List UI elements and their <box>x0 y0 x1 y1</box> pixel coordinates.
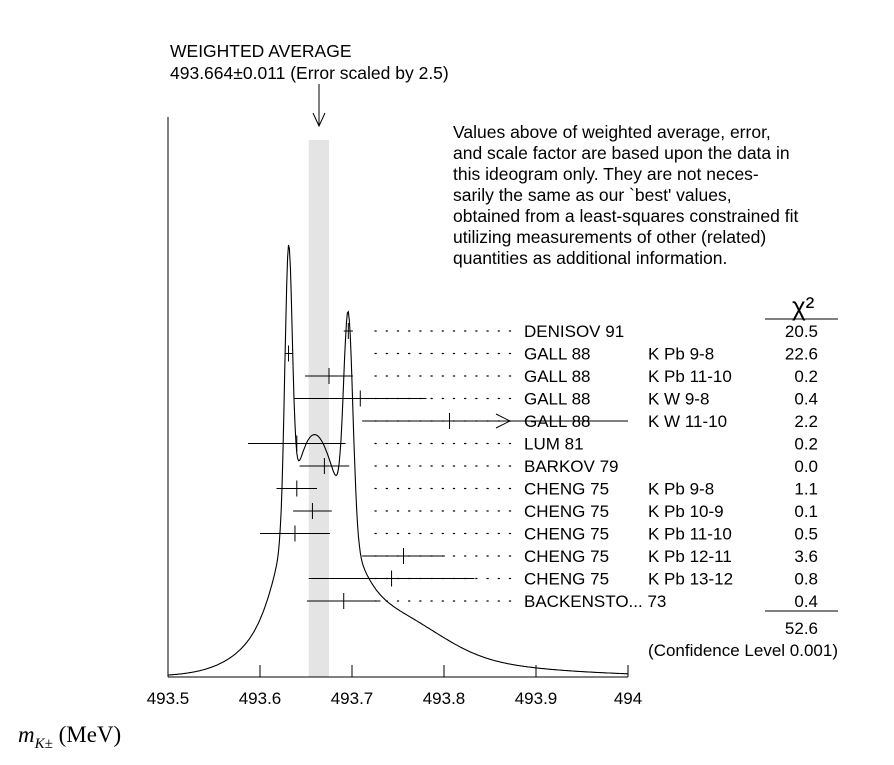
note-line: sarily the same as our `best' values, <box>453 185 732 205</box>
measurement-row: GALL 88 K Pb 11-10 0.2 <box>305 367 818 386</box>
measurement-label: CHENG 75 <box>524 480 609 499</box>
note-line: quantities as additional information. <box>453 248 728 268</box>
ideogram-curve <box>168 244 628 676</box>
x-tick-label: 494 <box>614 689 642 708</box>
measurement-chi2: 0.8 <box>794 570 818 589</box>
measurement-chi2: 3.6 <box>794 547 818 566</box>
measurement-comment: K Pb 9-8 <box>648 480 714 499</box>
measurement-chi2: 0.5 <box>794 525 818 544</box>
measurement-chi2: 0.0 <box>794 457 818 476</box>
x-axis-label: mK± (MeV) <box>18 722 122 752</box>
weighted-average-band <box>308 140 329 677</box>
weighted-average-block: WEIGHTED AVERAGE 493.664±0.011 (Error sc… <box>170 40 449 84</box>
measurement-chi2: 1.1 <box>794 480 818 499</box>
measurement-label: DENISOV 91 <box>524 322 624 341</box>
measurement-chi2: 20.5 <box>785 322 818 341</box>
x-tick-label: 493.5 <box>147 689 190 708</box>
measurement-label: GALL 88 <box>524 412 590 431</box>
measurement-row: BARKOV 79 0.0 <box>299 457 818 476</box>
note-line: obtained from a least-squares constraine… <box>453 206 799 226</box>
note-line: and scale factor are based upon the data… <box>453 143 790 163</box>
weighted-average-value: 493.664±0.011 (Error scaled by 2.5) <box>170 63 449 83</box>
measurement-row: DENISOV 91 20.5 <box>343 322 818 341</box>
measurement-label: BACKENSTO... 73 <box>524 592 666 611</box>
overflow-arrow-icon <box>495 413 512 429</box>
x-tick-label: 493.7 <box>331 689 374 708</box>
measurement-row: GALL 88 K W 9-8 0.4 <box>294 390 818 409</box>
x-tick-label: 493.9 <box>515 689 558 708</box>
measurement-chi2: 0.4 <box>794 390 818 409</box>
measurement-row: CHENG 75 K Pb 10-9 0.1 <box>293 502 818 521</box>
measurement-chi2: 0.4 <box>794 592 818 611</box>
measurement-row: GALL 88 K Pb 9-8 22.6 <box>284 345 818 364</box>
measurement-comment: K Pb 11-10 <box>648 367 732 386</box>
measurement-row: CHENG 75 K Pb 13-12 0.8 <box>308 570 818 589</box>
x-axis-symbol: m <box>18 722 35 747</box>
measurement-chi2: 0.2 <box>794 367 818 386</box>
measurement-comment: K Pb 13-12 <box>648 570 733 589</box>
measurement-row: CHENG 75 K Pb 11-10 0.5 <box>260 525 818 544</box>
weighted-average-pointer-head <box>312 112 326 128</box>
measurement-label: CHENG 75 <box>524 570 609 589</box>
x-axis-subscript: K± <box>34 736 53 752</box>
measurement-chi2: 0.2 <box>794 435 818 454</box>
weighted-average-title: WEIGHTED AVERAGE <box>170 41 352 61</box>
chi2-header: χ² <box>792 291 815 321</box>
measurement-label: GALL 88 <box>524 367 590 386</box>
measurement-chi2: 0.1 <box>794 502 818 521</box>
measurement-label: CHENG 75 <box>524 525 609 544</box>
measurement-label: CHENG 75 <box>524 502 609 521</box>
measurement-label: GALL 88 <box>524 345 590 364</box>
measurement-comment: K Pb 9-8 <box>648 345 714 364</box>
note-line: utilizing measurements of other (related… <box>453 227 767 247</box>
measurement-comment: K Pb 11-10 <box>648 525 732 544</box>
measurement-comment: K Pb 10-9 <box>648 502 724 521</box>
measurement-comment: K W 11-10 <box>648 412 727 431</box>
measurement-label: GALL 88 <box>524 390 590 409</box>
measurement-row: CHENG 75 K Pb 12-11 3.6 <box>362 547 818 566</box>
measurement-chi2: 2.2 <box>794 412 818 431</box>
x-tick-label: 493.6 <box>239 689 282 708</box>
x-axis-unit: (MeV) <box>52 722 122 747</box>
x-tick-label: 493.8 <box>423 689 466 708</box>
chi2-total: 52.6 <box>785 619 818 638</box>
measurement-label: CHENG 75 <box>524 547 609 566</box>
confidence-level: (Confidence Level 0.001) <box>648 641 838 660</box>
measurement-comment: K Pb 12-11 <box>648 547 732 566</box>
note-line: Values above of weighted average, error, <box>453 122 771 142</box>
measurement-label: LUM 81 <box>524 435 584 454</box>
measurement-row: BACKENSTO... 73 0.4 <box>306 592 818 611</box>
measurement-row: CHENG 75 K Pb 9-8 1.1 <box>276 480 818 499</box>
measurement-row: LUM 81 0.2 <box>248 435 818 454</box>
measurement-chi2: 22.6 <box>785 345 818 364</box>
measurement-comment: K W 9-8 <box>648 390 709 409</box>
note-line: this ideogram only. They are not neces- <box>453 164 759 184</box>
measurement-label: BARKOV 79 <box>524 457 619 476</box>
ideogram-note: Values above of weighted average, error,… <box>453 122 853 269</box>
measurement-row: GALL 88 K W 11-10 2.2 <box>362 412 818 431</box>
